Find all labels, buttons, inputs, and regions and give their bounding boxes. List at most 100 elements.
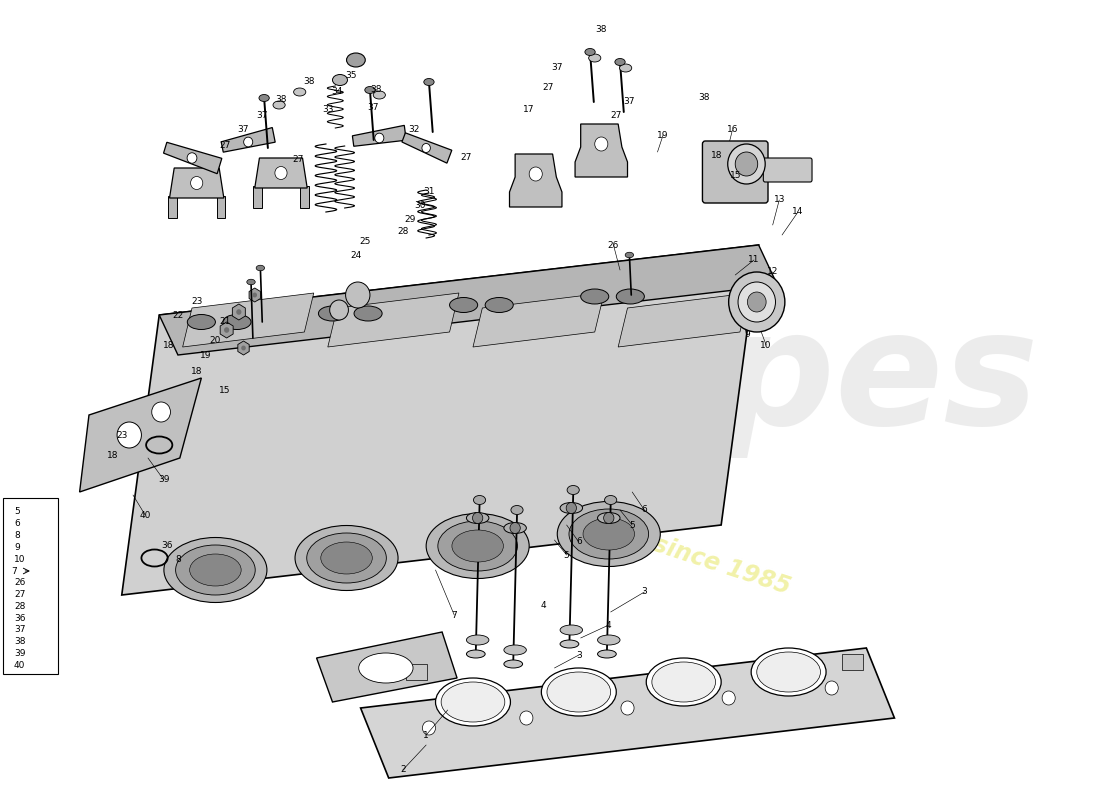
Circle shape: [621, 701, 634, 715]
Polygon shape: [255, 158, 307, 188]
Text: 15: 15: [219, 386, 231, 394]
Polygon shape: [352, 126, 406, 146]
Ellipse shape: [473, 495, 485, 505]
Circle shape: [224, 327, 229, 333]
Polygon shape: [317, 632, 458, 702]
Text: 26: 26: [14, 578, 25, 587]
Text: 29: 29: [405, 215, 416, 225]
Polygon shape: [509, 154, 562, 207]
Ellipse shape: [436, 678, 510, 726]
Text: 6: 6: [641, 506, 647, 514]
Text: 38: 38: [275, 95, 287, 105]
Text: 26: 26: [608, 241, 619, 250]
Ellipse shape: [616, 289, 645, 304]
FancyBboxPatch shape: [3, 498, 58, 674]
Text: 28: 28: [397, 227, 408, 237]
Text: 40: 40: [140, 510, 151, 519]
Ellipse shape: [583, 518, 635, 550]
Ellipse shape: [568, 486, 580, 494]
FancyBboxPatch shape: [407, 664, 427, 680]
Text: 27: 27: [542, 83, 553, 93]
Text: europes: europes: [310, 302, 1038, 458]
Text: 38: 38: [304, 78, 315, 86]
Ellipse shape: [246, 279, 255, 285]
Ellipse shape: [256, 266, 265, 270]
Text: 18: 18: [191, 367, 202, 377]
Circle shape: [529, 167, 542, 181]
Ellipse shape: [365, 86, 375, 94]
Text: 7: 7: [451, 610, 458, 619]
Ellipse shape: [646, 658, 722, 706]
Text: 18: 18: [163, 341, 174, 350]
Ellipse shape: [751, 648, 826, 696]
Circle shape: [375, 133, 384, 143]
Text: 3: 3: [641, 587, 647, 597]
Circle shape: [738, 282, 775, 322]
Ellipse shape: [569, 509, 649, 559]
Text: 13: 13: [773, 195, 785, 205]
Circle shape: [345, 282, 370, 308]
Circle shape: [722, 691, 735, 705]
Ellipse shape: [485, 298, 514, 313]
Polygon shape: [238, 341, 250, 355]
Ellipse shape: [441, 682, 505, 722]
Ellipse shape: [450, 298, 477, 313]
Ellipse shape: [541, 668, 616, 716]
Text: 37: 37: [624, 98, 635, 106]
Ellipse shape: [354, 306, 382, 321]
Ellipse shape: [332, 74, 348, 86]
Circle shape: [520, 711, 532, 725]
Text: 6: 6: [576, 538, 582, 546]
Circle shape: [473, 513, 483, 523]
Text: 27: 27: [219, 141, 231, 150]
Ellipse shape: [585, 49, 595, 55]
Circle shape: [825, 681, 838, 695]
Ellipse shape: [346, 53, 365, 67]
Text: 5: 5: [629, 521, 635, 530]
Ellipse shape: [652, 662, 716, 702]
Ellipse shape: [307, 533, 386, 583]
Ellipse shape: [189, 554, 241, 586]
Ellipse shape: [359, 653, 412, 683]
Polygon shape: [361, 648, 894, 778]
Text: 3: 3: [576, 650, 582, 659]
Text: 38: 38: [14, 638, 25, 646]
Circle shape: [330, 300, 349, 320]
Text: 14: 14: [792, 207, 804, 217]
Ellipse shape: [164, 538, 267, 602]
Polygon shape: [402, 133, 452, 163]
Ellipse shape: [504, 522, 527, 534]
Text: 11: 11: [748, 255, 760, 265]
Text: 23: 23: [117, 430, 128, 439]
Text: 30: 30: [414, 201, 426, 210]
Ellipse shape: [466, 635, 488, 645]
Text: 8: 8: [14, 531, 20, 540]
Text: 25: 25: [360, 238, 371, 246]
Polygon shape: [169, 168, 223, 198]
Ellipse shape: [615, 58, 625, 66]
Text: 40: 40: [14, 661, 25, 670]
Ellipse shape: [438, 521, 517, 571]
Polygon shape: [221, 127, 275, 152]
Ellipse shape: [223, 314, 251, 330]
Circle shape: [275, 166, 287, 179]
Ellipse shape: [547, 672, 611, 712]
Text: 38: 38: [595, 26, 607, 34]
Text: 10: 10: [14, 554, 25, 564]
Text: 37: 37: [256, 110, 268, 119]
Text: 19: 19: [200, 350, 212, 359]
Ellipse shape: [294, 88, 306, 96]
Text: 16: 16: [727, 126, 738, 134]
Text: 17: 17: [524, 106, 535, 114]
Ellipse shape: [560, 502, 583, 514]
Ellipse shape: [321, 542, 372, 574]
Text: 10: 10: [760, 341, 772, 350]
Text: 18: 18: [711, 150, 723, 159]
Circle shape: [117, 422, 142, 448]
Ellipse shape: [318, 306, 346, 321]
Bar: [217, 196, 226, 218]
Text: 27: 27: [610, 110, 621, 119]
Ellipse shape: [605, 495, 617, 505]
Text: 28: 28: [14, 602, 25, 611]
Polygon shape: [618, 293, 749, 347]
